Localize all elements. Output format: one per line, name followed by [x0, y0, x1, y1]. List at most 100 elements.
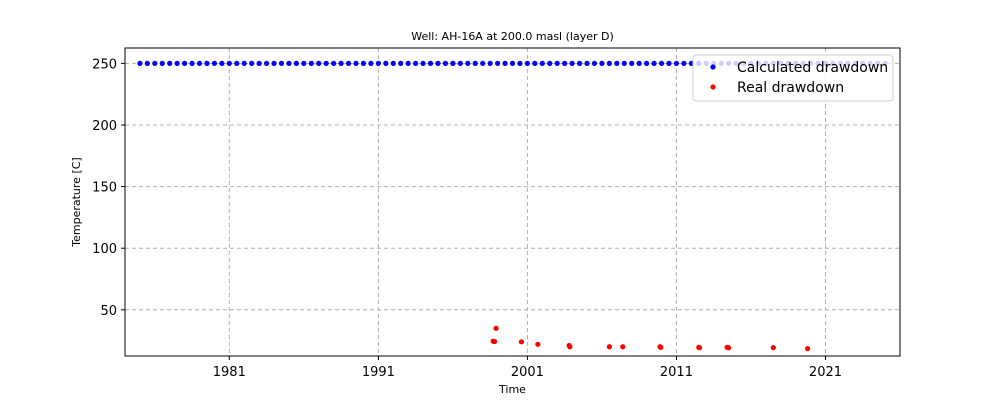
calculated-point — [517, 60, 523, 66]
calculated-point — [413, 60, 419, 66]
legend-box — [692, 54, 894, 102]
calculated-point — [196, 60, 203, 66]
real-point — [493, 325, 499, 331]
calculated-point — [509, 60, 516, 66]
calculated-point — [442, 60, 449, 66]
calculated-point — [383, 60, 389, 66]
calculated-point — [144, 60, 150, 66]
y-axis-label: Temperature [C] — [70, 157, 83, 247]
calculated-point — [554, 60, 560, 66]
calculated-point — [673, 60, 680, 66]
calculated-point — [390, 60, 396, 66]
legend: Calculated drawdown Real drawdown — [692, 54, 894, 102]
calculated-point — [353, 60, 359, 66]
y-tick-label: 100 — [92, 242, 117, 257]
calculated-point — [591, 60, 598, 66]
calculated-point — [547, 60, 553, 66]
legend-marker-real — [710, 84, 716, 90]
calculated-point — [360, 60, 367, 66]
y-tick-label: 50 — [100, 304, 117, 319]
real-point — [804, 346, 811, 352]
calculated-point — [472, 60, 478, 66]
calculated-point — [241, 60, 247, 66]
calculated-point — [345, 60, 352, 66]
calculated-point — [487, 60, 493, 66]
calculated-point — [167, 60, 173, 66]
calculated-point — [219, 60, 225, 66]
calculated-point — [338, 60, 344, 66]
calculated-point — [293, 60, 299, 66]
axis-ticks: 1981 1991 2001 2011 2021 50 100 150 200 250 — [92, 57, 842, 380]
x-tick-label: 2021 — [809, 365, 842, 380]
real-point — [770, 345, 776, 351]
real-point — [620, 344, 626, 350]
calculated-point — [234, 60, 240, 66]
calculated-point — [644, 60, 650, 66]
calculated-point — [152, 60, 158, 66]
calculated-point — [658, 60, 665, 66]
calculated-point — [249, 60, 255, 66]
calculated-point — [524, 60, 531, 66]
calculated-point — [427, 60, 434, 66]
x-axis-label: Time — [498, 383, 526, 396]
calculated-point — [562, 60, 568, 66]
real-point — [696, 345, 703, 351]
calculated-point — [606, 60, 612, 66]
y-tick-label: 250 — [92, 57, 117, 72]
calculated-point — [494, 60, 501, 66]
calculated-point — [331, 60, 337, 66]
calculated-point — [375, 60, 381, 66]
calculated-point — [636, 60, 642, 66]
calculated-point — [599, 60, 605, 66]
calculated-point — [576, 60, 583, 66]
legend-label-real: Real drawdown — [737, 80, 844, 96]
calculated-point — [323, 60, 329, 66]
x-tick-label: 2001 — [511, 365, 544, 380]
real-point — [567, 344, 573, 350]
calculated-point — [681, 60, 687, 66]
calculated-point — [532, 60, 538, 66]
calculated-point — [405, 60, 411, 66]
calculated-point — [457, 60, 463, 66]
calculated-point — [629, 60, 635, 66]
calculated-point — [651, 60, 657, 66]
calculated-point — [435, 60, 441, 66]
calculated-point — [271, 60, 277, 66]
calculated-point — [278, 60, 285, 66]
x-tick-label: 1991 — [362, 365, 395, 380]
real-point — [492, 338, 498, 345]
calculated-point — [226, 60, 232, 66]
real-point — [535, 341, 541, 347]
calculated-point — [182, 60, 188, 66]
y-tick-label: 200 — [92, 119, 117, 134]
x-tick-label: 1981 — [213, 365, 246, 380]
y-tick-label: 150 — [92, 181, 117, 196]
data-points — [137, 60, 888, 352]
real-point — [606, 344, 612, 350]
calculated-point — [398, 60, 404, 66]
x-tick-label: 2011 — [660, 365, 693, 380]
calculated-point — [621, 60, 627, 66]
real-point — [726, 345, 732, 351]
grid-lines — [125, 48, 900, 356]
calculated-point — [569, 60, 575, 66]
calculated-point — [480, 60, 486, 66]
calculated-point — [450, 60, 456, 66]
real-point — [518, 339, 525, 345]
calculated-point — [301, 60, 307, 66]
calculated-point — [502, 60, 508, 66]
calculated-point — [614, 60, 620, 66]
calculated-point — [539, 60, 545, 66]
calculated-point — [465, 60, 471, 66]
calculated-point — [159, 60, 165, 66]
calculated-point — [420, 60, 426, 66]
calculated-point — [256, 60, 262, 66]
calculated-point — [584, 60, 590, 66]
calculated-point — [263, 60, 270, 66]
calculated-point — [189, 60, 195, 66]
calculated-point — [204, 60, 210, 66]
legend-marker-calculated — [710, 64, 716, 70]
calculated-point — [308, 60, 314, 66]
real-point — [658, 344, 664, 350]
